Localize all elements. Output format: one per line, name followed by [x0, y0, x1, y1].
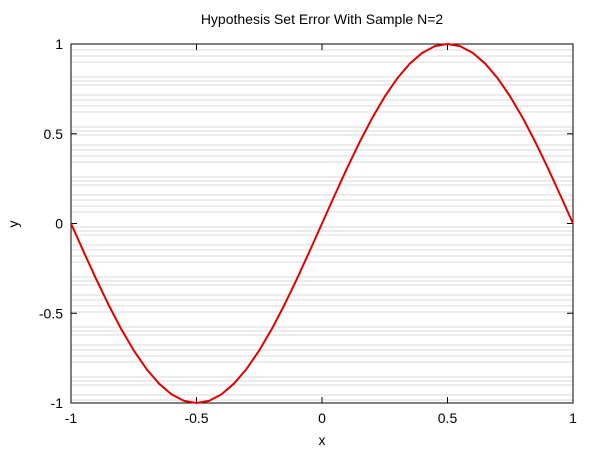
chart-title: Hypothesis Set Error With Sample N=2: [201, 11, 444, 27]
y-tick-label: -1: [51, 395, 64, 411]
x-tick-label: 0: [318, 410, 326, 426]
x-tick-label: -1: [65, 410, 78, 426]
tick-labels: -1 -0.5 0 0.5 1 -1 -0.5 0 0.5 1: [39, 36, 577, 426]
y-tick-label: -0.5: [39, 305, 63, 321]
y-tick-label: 0: [55, 216, 63, 232]
series-line: [70, 43, 574, 404]
x-tick-label: 0.5: [438, 410, 458, 426]
y-tick-label: 1: [55, 36, 63, 52]
y-axis-label: y: [5, 221, 21, 228]
x-tick-label: -0.5: [184, 410, 208, 426]
x-axis-label: x: [319, 432, 326, 448]
background-lines: [71, 49, 573, 401]
y-tick-label: 0.5: [44, 126, 64, 142]
axis-ticks: [70, 43, 574, 404]
x-tick-label: 1: [569, 410, 577, 426]
